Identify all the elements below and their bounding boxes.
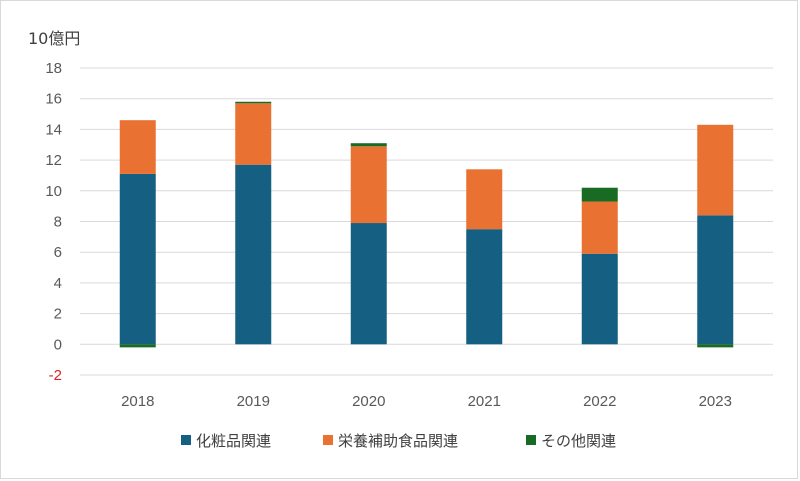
bar-segment <box>350 143 387 147</box>
x-tick-label: 2023 <box>699 393 732 410</box>
y-tick-label: 10 <box>45 183 62 200</box>
bar-segment <box>235 101 272 104</box>
x-tick-label: 2019 <box>237 393 270 410</box>
bar-segment <box>350 223 387 345</box>
y-tick-label: 2 <box>54 306 62 323</box>
y-tick-label: 0 <box>54 336 62 353</box>
bars <box>119 101 734 348</box>
legend-label: 化粧品関連 <box>196 432 271 450</box>
bar-segment <box>697 215 734 345</box>
bar-segment <box>697 124 734 216</box>
axes: -2 0 2 4 6 8 10 12 14 16 18 2018 2019 2020 2021 2022 202… <box>45 60 732 410</box>
y-tick-label: 4 <box>54 275 62 292</box>
legend-swatch <box>323 435 333 445</box>
y-tick-label: -2 <box>49 367 62 384</box>
bar-segment <box>350 146 387 224</box>
x-tick-label: 2018 <box>121 393 154 410</box>
gridlines <box>80 67 773 376</box>
y-tick-label: 16 <box>45 91 62 108</box>
bar-segment <box>119 344 156 348</box>
bar-segment <box>581 201 618 254</box>
y-tick-label: 8 <box>54 214 62 231</box>
y-tick-label: 6 <box>54 244 62 261</box>
legend-label: 栄養補助食品関連 <box>338 432 458 450</box>
bar-segment <box>581 187 618 202</box>
bar-segment <box>235 103 272 165</box>
legend: 化粧品関連 栄養補助食品関連 その他関連 <box>181 432 616 450</box>
x-tick-label: 2021 <box>468 393 501 410</box>
bar-segment <box>581 253 618 345</box>
bar-segment <box>235 164 272 345</box>
bar-segment <box>466 169 503 230</box>
y-unit-label: 10億円 <box>28 29 80 48</box>
y-tick-label: 18 <box>45 60 62 77</box>
legend-label: その他関連 <box>541 432 616 450</box>
legend-swatch <box>526 435 536 445</box>
bar-segment <box>697 344 734 348</box>
x-tick-label: 2022 <box>583 393 616 410</box>
bar-segment <box>119 120 156 174</box>
x-tick-label: 2020 <box>352 393 385 410</box>
legend-swatch <box>181 435 191 445</box>
bar-segment <box>466 229 503 345</box>
bar-segment <box>119 173 156 345</box>
y-tick-label: 14 <box>45 121 62 138</box>
y-tick-label: 12 <box>45 152 62 169</box>
